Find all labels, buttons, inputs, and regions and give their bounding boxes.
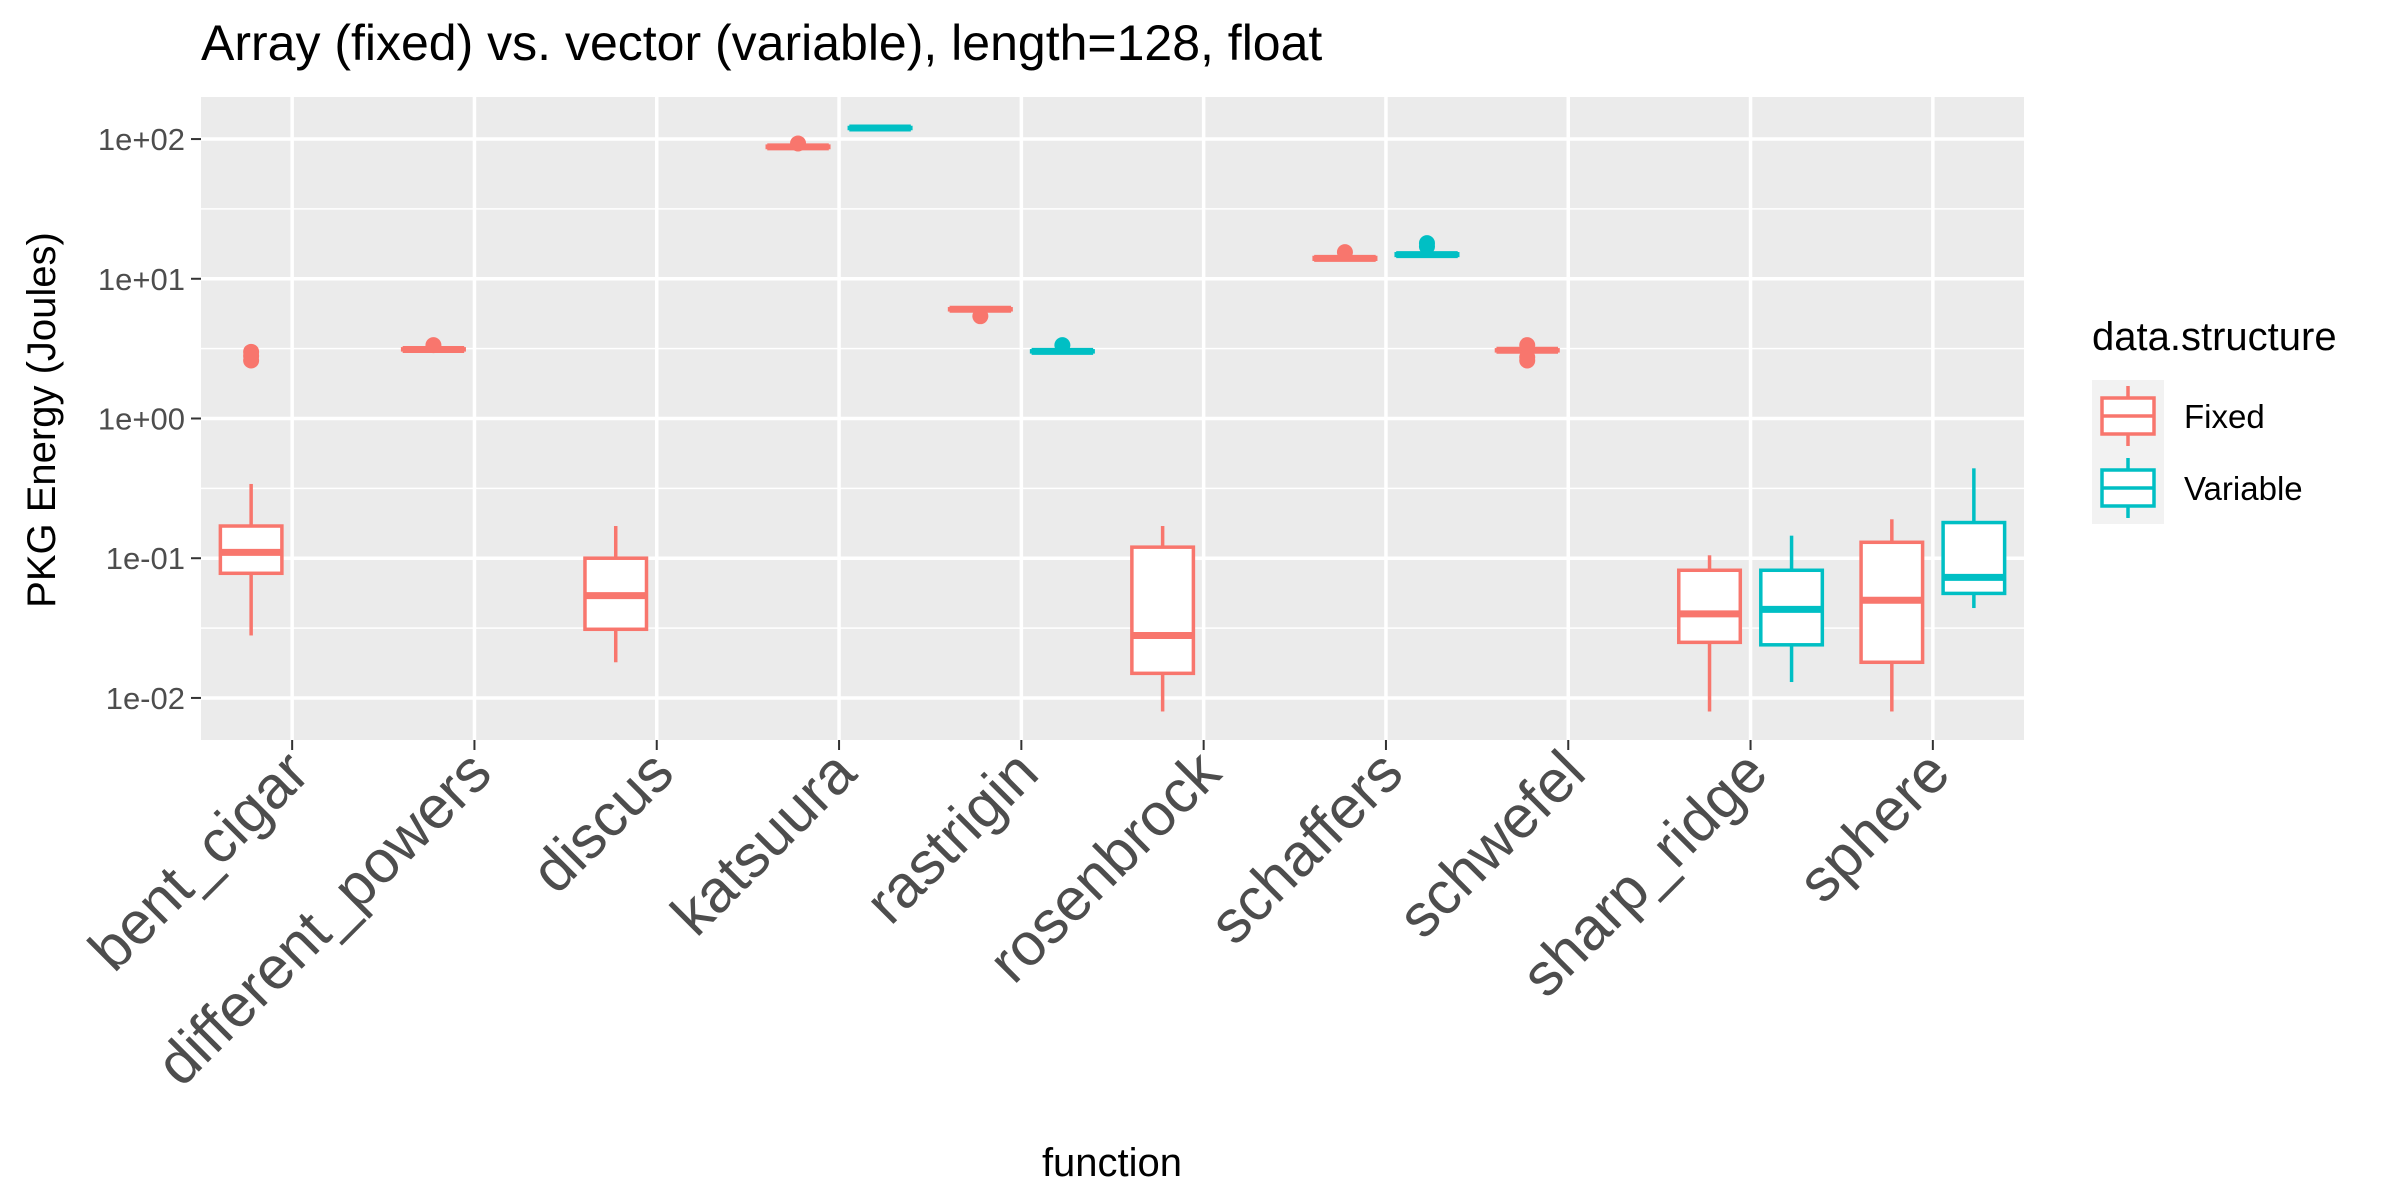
box-body bbox=[1130, 545, 1196, 676]
legend-key-fixed: Fixed bbox=[2092, 380, 2265, 452]
y-tick-label: 1e+02 bbox=[98, 122, 185, 157]
outlier-point bbox=[790, 135, 807, 152]
box-fixed-schwefel bbox=[1494, 337, 1560, 369]
x-tick-label-katsuura: katsuura bbox=[658, 737, 869, 948]
box-variable-katsuura bbox=[847, 124, 913, 132]
box-fixed-discus bbox=[583, 526, 649, 663]
legend-label-variable: Variable bbox=[2184, 470, 2303, 507]
box-variable-sphere bbox=[1941, 468, 2007, 609]
x-tick-label-schaffers: schaffers bbox=[1196, 738, 1415, 957]
legend-key-variable: Variable bbox=[2092, 452, 2303, 524]
box-body bbox=[1941, 520, 2007, 596]
box-body bbox=[1677, 568, 1743, 645]
x-tick-label-different_powers: different_powers bbox=[143, 738, 503, 1098]
x-axis-title: function bbox=[1042, 1141, 1182, 1185]
outlier-point bbox=[1519, 349, 1536, 366]
y-axis-ticks: 1e-02 1e-01 1e+00 1e+01 1e+02 bbox=[98, 122, 201, 716]
outlier-point bbox=[243, 343, 260, 360]
x-tick-label-sphere: sphere bbox=[1785, 738, 1962, 915]
y-tick-label: 1e-01 bbox=[106, 541, 185, 576]
box-fixed-rastrigin bbox=[947, 305, 1013, 325]
outlier-point bbox=[1054, 337, 1071, 354]
y-tick-label: 1e+01 bbox=[98, 262, 185, 297]
y-axis-title: PKG Energy (Joules) bbox=[20, 232, 64, 608]
outlier-point bbox=[1418, 235, 1435, 252]
box-fixed-sharp_ridge bbox=[1677, 555, 1743, 712]
y-tick-label: 1e-02 bbox=[106, 681, 185, 716]
chart-title: Array (fixed) vs. vector (variable), len… bbox=[201, 15, 1322, 71]
box-variable-sharp_ridge bbox=[1759, 535, 1825, 683]
box-variable-rastrigin bbox=[1029, 337, 1095, 355]
box-fixed-different_powers bbox=[400, 337, 466, 354]
box-variable-schaffers bbox=[1394, 235, 1460, 259]
box-fixed-schaffers bbox=[1312, 244, 1378, 262]
grid-lines bbox=[201, 97, 2024, 740]
outlier-point bbox=[972, 308, 989, 325]
box-fixed-sphere bbox=[1859, 519, 1925, 712]
box-fixed-bent_cigar bbox=[218, 343, 284, 636]
boxes-layer bbox=[218, 124, 2007, 712]
y-tick-label: 1e+00 bbox=[98, 402, 185, 437]
box-fixed-rosenbrock bbox=[1130, 526, 1196, 712]
legend-title: data.structure bbox=[2092, 315, 2337, 359]
legend-label-fixed: Fixed bbox=[2184, 398, 2265, 435]
outlier-point bbox=[425, 337, 442, 354]
outlier-point bbox=[1336, 244, 1353, 261]
outlier-point bbox=[1519, 337, 1536, 354]
box-fixed-katsuura bbox=[765, 135, 831, 152]
x-tick-label-discus: discus bbox=[518, 738, 686, 906]
legend: data.structure Fixed Variable bbox=[2092, 315, 2337, 524]
